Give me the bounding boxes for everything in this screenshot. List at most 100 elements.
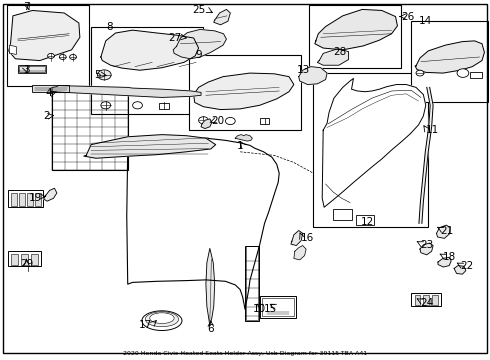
Polygon shape xyxy=(437,225,450,238)
Text: 14: 14 xyxy=(419,16,432,26)
Bar xyxy=(189,55,301,130)
Text: 20: 20 xyxy=(211,116,224,126)
Bar xyxy=(260,296,296,318)
Bar xyxy=(11,193,17,206)
Circle shape xyxy=(98,70,111,80)
Polygon shape xyxy=(44,188,57,201)
Ellipse shape xyxy=(150,313,174,324)
Polygon shape xyxy=(322,78,426,207)
Bar xyxy=(423,295,429,305)
Polygon shape xyxy=(127,138,279,309)
Polygon shape xyxy=(415,41,485,73)
Circle shape xyxy=(59,54,66,59)
Ellipse shape xyxy=(142,311,182,330)
Text: 11: 11 xyxy=(426,125,439,135)
Text: 24: 24 xyxy=(420,298,433,308)
Text: 29: 29 xyxy=(20,260,33,270)
Polygon shape xyxy=(291,230,303,246)
Text: 19: 19 xyxy=(29,193,42,203)
Text: 10: 10 xyxy=(253,304,266,314)
Bar xyxy=(19,66,45,72)
Bar xyxy=(6,5,89,86)
Circle shape xyxy=(198,117,208,124)
Bar xyxy=(11,254,18,265)
Bar xyxy=(91,27,203,114)
Bar xyxy=(35,193,41,206)
Polygon shape xyxy=(315,9,397,50)
Text: 9: 9 xyxy=(196,50,202,60)
Circle shape xyxy=(457,69,469,77)
Bar xyxy=(432,295,438,305)
Bar xyxy=(314,73,428,227)
Polygon shape xyxy=(419,87,433,223)
Polygon shape xyxy=(9,45,16,54)
Text: 17: 17 xyxy=(139,320,152,330)
Text: 21: 21 xyxy=(441,225,454,235)
Text: 12: 12 xyxy=(361,217,374,226)
Text: 18: 18 xyxy=(443,252,456,262)
Polygon shape xyxy=(8,10,80,60)
Text: 13: 13 xyxy=(297,64,310,75)
Polygon shape xyxy=(201,119,212,129)
Bar xyxy=(415,295,420,305)
Polygon shape xyxy=(206,248,215,325)
Text: 2: 2 xyxy=(43,111,49,121)
Bar xyxy=(19,193,25,206)
Bar xyxy=(262,298,294,316)
Bar xyxy=(8,190,43,207)
Bar xyxy=(260,118,270,124)
Polygon shape xyxy=(294,246,306,260)
Bar xyxy=(31,254,38,265)
Polygon shape xyxy=(101,30,198,70)
Text: 22: 22 xyxy=(460,261,473,271)
Polygon shape xyxy=(214,9,230,25)
Polygon shape xyxy=(318,49,348,65)
Bar xyxy=(245,246,259,321)
Polygon shape xyxy=(194,73,294,109)
Text: 28: 28 xyxy=(334,47,347,57)
Bar xyxy=(356,215,373,225)
Bar xyxy=(52,93,128,170)
Polygon shape xyxy=(420,243,433,255)
Text: 5: 5 xyxy=(94,70,101,80)
Polygon shape xyxy=(438,257,451,267)
Circle shape xyxy=(70,54,76,59)
Bar xyxy=(8,251,41,266)
Text: 8: 8 xyxy=(106,22,113,32)
Polygon shape xyxy=(173,30,226,59)
Text: 25: 25 xyxy=(193,5,206,15)
Circle shape xyxy=(101,102,111,109)
Bar xyxy=(159,103,169,108)
Bar xyxy=(27,193,33,206)
Polygon shape xyxy=(52,86,201,98)
Bar xyxy=(333,209,352,220)
Bar xyxy=(32,85,69,92)
Text: 6: 6 xyxy=(207,324,214,334)
Text: 1: 1 xyxy=(237,141,244,152)
Text: 3: 3 xyxy=(23,64,29,75)
Bar xyxy=(18,65,46,73)
Text: 2020 Honda Civic Heated Seats Holder Assy, Usb Diagram for 39115-TBA-A41: 2020 Honda Civic Heated Seats Holder Ass… xyxy=(123,351,367,356)
Bar xyxy=(411,293,441,306)
Polygon shape xyxy=(299,67,327,85)
Text: 15: 15 xyxy=(264,304,277,314)
Text: 23: 23 xyxy=(420,240,433,250)
Text: 26: 26 xyxy=(401,12,415,22)
Text: 27: 27 xyxy=(168,33,181,43)
Circle shape xyxy=(416,70,424,76)
Bar xyxy=(411,21,489,102)
Circle shape xyxy=(225,117,235,125)
Circle shape xyxy=(48,53,54,58)
Circle shape xyxy=(133,102,143,109)
Polygon shape xyxy=(454,266,466,274)
Text: 7: 7 xyxy=(23,2,29,12)
Bar xyxy=(470,72,482,78)
Text: 4: 4 xyxy=(46,88,52,98)
Bar xyxy=(21,254,28,265)
Bar xyxy=(309,5,401,68)
Bar xyxy=(246,246,258,320)
Ellipse shape xyxy=(146,312,178,327)
Text: 16: 16 xyxy=(301,233,315,243)
Polygon shape xyxy=(84,135,216,158)
Polygon shape xyxy=(235,135,252,141)
